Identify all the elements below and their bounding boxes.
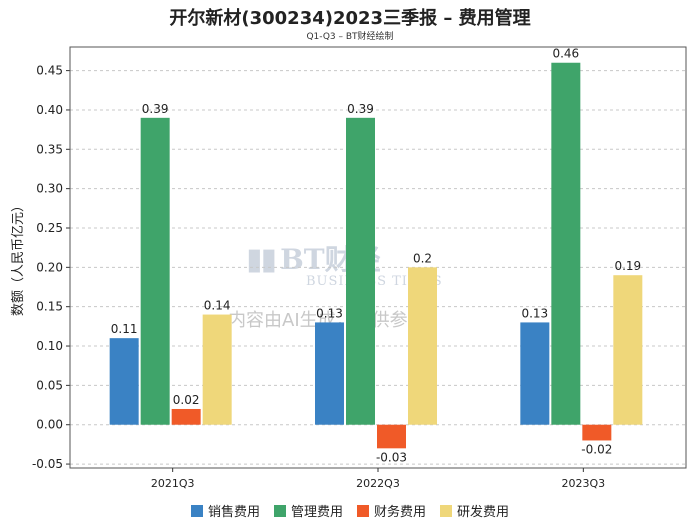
legend-swatch (357, 504, 369, 517)
data-label: -0.02 (581, 442, 612, 456)
data-label: 0.14 (204, 299, 231, 313)
legend-item: 管理费用 (273, 501, 343, 520)
bar (109, 338, 139, 425)
legend-swatch (440, 504, 453, 517)
data-label: 0.2 (413, 251, 432, 265)
bar (520, 322, 550, 425)
legend-label: 财务费用 (374, 505, 427, 520)
y-tick-label: 0.40 (36, 103, 63, 117)
bar (377, 424, 406, 449)
x-tick-label: 2022Q3 (356, 477, 400, 490)
legend-label: 研发费用 (457, 505, 510, 520)
bt-logo-watermark: ▮▮ BT财经 BUSINESS TIMES (246, 238, 443, 289)
chart-subtitle: Q1-Q3 – BT财经绘制 (306, 32, 394, 42)
bar (613, 275, 643, 425)
y-tick-label: 0.00 (36, 418, 63, 432)
data-label: 0.46 (552, 47, 579, 61)
y-axis-label: 数额（人民币亿元） (11, 199, 26, 316)
y-tick-label: 0.10 (36, 339, 63, 353)
data-label: 0.11 (111, 322, 138, 336)
y-tick-label: 0.30 (36, 182, 63, 196)
legend-item: 财务费用 (357, 501, 426, 520)
legend-label: 管理费用 (290, 505, 343, 520)
legend-item: 销售费用 (190, 501, 260, 520)
y-tick-label: -0.05 (32, 457, 63, 471)
x-tick-label: 2021Q3 (151, 477, 195, 490)
bar (582, 424, 612, 441)
y-tick-label: 0.20 (36, 260, 63, 274)
legend: 销售费用 管理费用 财务费用 研发费用 (0, 501, 700, 520)
bar (140, 117, 170, 425)
bar (551, 62, 581, 425)
legend-label: 销售费用 (207, 505, 260, 520)
x-tick-label: 2023Q3 (562, 477, 606, 490)
data-label: -0.03 (376, 450, 407, 464)
data-label: 0.13 (316, 306, 343, 320)
y-tick-label: 0.35 (36, 142, 63, 156)
bar (202, 314, 232, 425)
legend-swatch (190, 504, 203, 517)
bar (408, 267, 437, 425)
chart-title: 开尔新材(300234)2023三季报 – 费用管理 (169, 8, 531, 29)
bar (315, 322, 344, 425)
legend-item: 研发费用 (440, 501, 509, 520)
data-label: 0.39 (347, 102, 374, 116)
y-tick-label: 0.05 (36, 378, 63, 392)
y-tick-label: 0.45 (36, 64, 63, 78)
legend-swatch (273, 504, 286, 517)
y-tick-label: 0.25 (36, 221, 63, 235)
data-label: 0.13 (521, 306, 548, 320)
ai-notice-watermark: 内容由AI生成，仅供参考 (228, 310, 426, 331)
data-label: 0.19 (614, 259, 641, 273)
data-label: 0.02 (173, 393, 200, 407)
data-label: 0.39 (142, 102, 169, 116)
bar (171, 408, 201, 425)
y-tick-label: 0.15 (36, 300, 63, 314)
bt-logo-icon: ▮▮ (246, 242, 277, 277)
bar (346, 117, 375, 425)
